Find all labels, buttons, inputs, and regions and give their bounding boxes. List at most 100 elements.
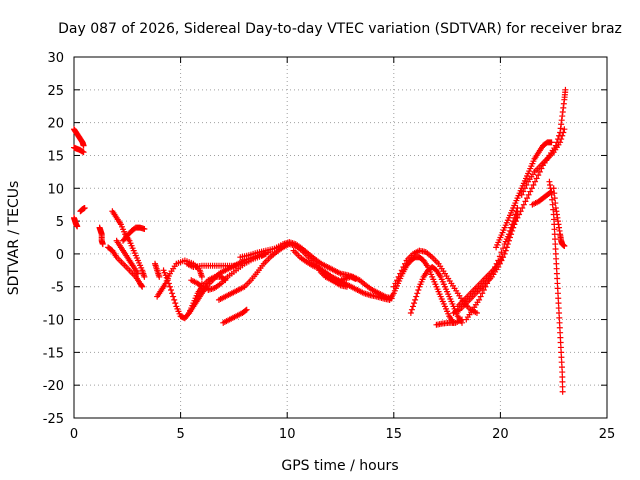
series-arc3 xyxy=(71,214,81,230)
data-point xyxy=(414,290,421,297)
data-point xyxy=(81,204,88,211)
data-point xyxy=(141,225,148,232)
data-point xyxy=(511,221,518,228)
data-point xyxy=(505,231,512,238)
data-point xyxy=(165,280,172,287)
data-point xyxy=(482,283,489,290)
x-tick-label: 15 xyxy=(386,427,403,442)
data-point xyxy=(503,244,510,251)
series-arc10 xyxy=(152,260,163,280)
x-axis-label: GPS time / hours xyxy=(281,458,398,474)
data-point xyxy=(520,201,527,208)
data-point xyxy=(411,300,418,307)
y-tick-label: 25 xyxy=(47,84,64,99)
series-arc18 xyxy=(220,306,250,326)
y-tick-label: -20 xyxy=(43,379,64,394)
y-tick-label: -15 xyxy=(43,346,64,361)
grid-lines xyxy=(74,57,607,418)
data-point xyxy=(156,273,163,280)
series-arc8 xyxy=(113,237,141,277)
y-tick-labels: -25 -20 -15 -10 -5 0 5 10 15 20 25 30 xyxy=(43,51,64,427)
data-point xyxy=(493,260,500,267)
data-point xyxy=(168,287,175,294)
series-arc9 xyxy=(120,224,148,244)
data-point xyxy=(532,178,539,185)
data-point xyxy=(169,290,176,297)
data-point xyxy=(521,185,528,192)
data-point xyxy=(80,142,87,149)
y-tick-label: 30 xyxy=(47,51,64,66)
data-point xyxy=(524,195,531,202)
data-point xyxy=(561,126,568,133)
data-point xyxy=(164,277,171,284)
data-point xyxy=(476,296,483,303)
data-point xyxy=(400,264,407,271)
data-point xyxy=(139,283,146,290)
data-point xyxy=(559,388,566,395)
series-arc4 xyxy=(77,204,88,215)
data-point xyxy=(495,257,502,264)
data-point xyxy=(413,293,420,300)
data-point xyxy=(525,191,532,198)
chart-title: Day 087 of 2026, Sidereal Day-to-day VTE… xyxy=(58,21,622,37)
data-point xyxy=(492,264,499,271)
data-point xyxy=(557,139,564,146)
data-point xyxy=(533,175,540,182)
data-point xyxy=(243,306,250,313)
data-point xyxy=(496,253,503,260)
y-tick-label: 10 xyxy=(47,182,64,197)
data-point xyxy=(527,188,534,195)
plot-frame xyxy=(73,56,608,419)
series-arc7 xyxy=(105,244,146,290)
data-point xyxy=(397,270,404,277)
x-tick-label: 25 xyxy=(599,427,616,442)
x-tick-label: 10 xyxy=(279,427,296,442)
data-point xyxy=(523,181,530,188)
series-arc24 xyxy=(407,264,466,326)
data-point xyxy=(560,129,567,136)
data-point xyxy=(242,307,249,314)
data-point xyxy=(561,243,568,250)
series-arc5 xyxy=(96,224,106,248)
data-point xyxy=(171,296,178,303)
data-point xyxy=(562,86,569,93)
y-axis-label: SDTVAR / TECUs xyxy=(6,181,22,296)
x-tick-label: 0 xyxy=(70,427,78,442)
data-points xyxy=(71,86,569,395)
data-point xyxy=(407,309,414,316)
data-point xyxy=(401,260,408,267)
data-point xyxy=(74,223,81,230)
data-point xyxy=(99,241,106,248)
data-point xyxy=(512,218,519,225)
data-point xyxy=(487,273,494,280)
data-point xyxy=(558,136,565,143)
y-tick-label: -10 xyxy=(43,314,64,329)
data-point xyxy=(514,214,521,221)
data-point xyxy=(516,211,523,218)
series-arc1 xyxy=(71,126,87,149)
series-arc28 xyxy=(463,204,521,323)
x-tick-label: 5 xyxy=(176,427,184,442)
y-tick-label: -5 xyxy=(51,281,64,296)
data-point xyxy=(170,293,177,300)
data-point xyxy=(473,309,480,316)
data-point xyxy=(352,275,359,282)
data-point xyxy=(520,188,527,195)
data-point xyxy=(488,270,495,277)
data-point xyxy=(490,267,497,274)
data-point xyxy=(548,139,555,146)
data-point xyxy=(392,280,399,287)
data-point xyxy=(166,283,173,290)
series-arc16 xyxy=(198,250,269,294)
data-point xyxy=(390,283,397,290)
data-point xyxy=(80,149,87,156)
y-tick-label: -25 xyxy=(43,412,64,427)
data-point xyxy=(134,270,141,277)
y-tick-label: 5 xyxy=(56,215,64,230)
data-point xyxy=(517,208,524,215)
data-point xyxy=(409,303,416,310)
y-tick-label: 15 xyxy=(47,149,64,164)
data-point xyxy=(485,277,492,284)
data-point xyxy=(408,306,415,313)
